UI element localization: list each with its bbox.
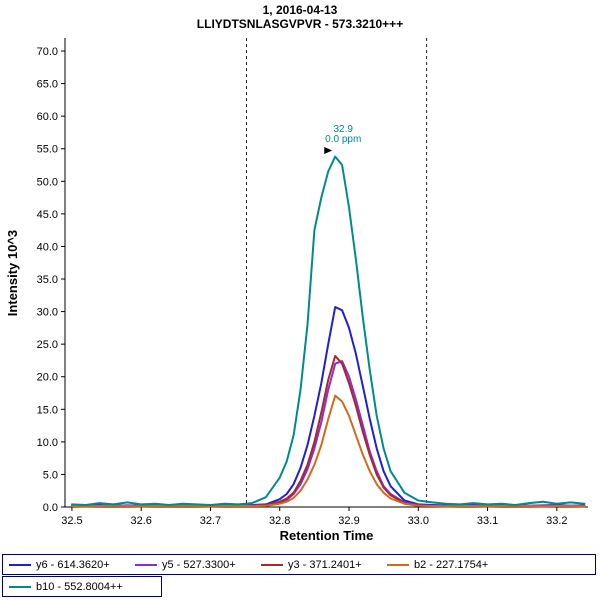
peak-pointer-icon (324, 146, 333, 154)
legend-row: y6 - 614.3620+ y5 - 527.3300+ y3 - 371.240… (2, 554, 596, 575)
y-tick-label: 10.0 (37, 437, 58, 449)
x-tick-label: 32.8 (269, 515, 290, 527)
y-tick-label: 25.0 (37, 339, 58, 351)
series-line-b10[interactable] (70, 155, 586, 506)
y-tick-label: 45.0 (37, 209, 58, 221)
y-tick-label: 30.0 (37, 307, 58, 319)
series-line-y3[interactable] (70, 354, 586, 507)
y-tick-label: 60.0 (37, 111, 58, 123)
x-tick-label: 32.5 (61, 515, 82, 527)
legend-item-y5: y5 - 527.3300+ (129, 559, 255, 571)
x-tick-label: 32.9 (338, 515, 359, 527)
legend-item-b2: b2 - 227.1754+ (381, 559, 507, 571)
peak-annotation-line: 0.0 ppm (325, 134, 361, 145)
peptide-title: LLIYDTSNLASGVPVR - 573.3210+++ (196, 17, 404, 31)
y-tick-label: 0.0 (43, 502, 58, 514)
legend-swatch-icon (9, 585, 31, 588)
legend-row: b10 - 552.8004++ (2, 576, 162, 597)
legend-label: b10 - 552.8004++ (36, 580, 123, 593)
y-tick-label: 40.0 (37, 241, 58, 253)
x-tick-label: 32.6 (130, 515, 151, 527)
x-tick-label: 33.2 (546, 515, 567, 527)
y-tick-label: 50.0 (37, 176, 58, 188)
y-tick-label: 65.0 (37, 79, 58, 91)
y-tick-label: 20.0 (37, 372, 58, 384)
legend: y6 - 614.3620+ y5 - 527.3300+ y3 - 371.240… (2, 554, 596, 597)
peak-annotation-line: 32.9 (334, 124, 354, 135)
legend-swatch-icon (261, 563, 283, 566)
legend-label: y6 - 614.3620+ (36, 558, 110, 571)
legend-item-b10: b10 - 552.8004++ (3, 581, 129, 593)
legend-swatch-icon (9, 563, 31, 566)
legend-label: y5 - 527.3300+ (162, 558, 236, 571)
chromatogram-plot[interactable]: 0.0 5.0 10.0 15.0 20.0 25.0 30.0 35.0 40.0 45.0 50… (0, 0, 600, 552)
legend-label: b2 - 227.1754+ (414, 558, 489, 571)
series-line-y6[interactable] (70, 306, 586, 507)
y-tick-label: 35.0 (37, 274, 58, 286)
legend-swatch-icon (135, 563, 157, 566)
legend-swatch-icon (387, 563, 409, 566)
legend-item-y3: y3 - 371.2401+ (255, 559, 381, 571)
x-tick-label: 32.7 (200, 515, 221, 527)
series-line-b2[interactable] (70, 394, 586, 508)
x-tick-label: 33.0 (408, 515, 429, 527)
y-tick-label: 15.0 (37, 404, 58, 416)
replicate-title: 1, 2016-04-13 (262, 3, 338, 17)
legend-label: y3 - 371.2401+ (288, 558, 362, 571)
legend-item-y6: y6 - 614.3620+ (3, 559, 129, 571)
y-tick-label: 70.0 (37, 46, 58, 58)
x-axis-label: Retention Time (279, 528, 374, 543)
x-tick-label: 33.1 (477, 515, 498, 527)
y-tick-label: 55.0 (37, 144, 58, 156)
y-tick-label: 5.0 (43, 469, 58, 481)
